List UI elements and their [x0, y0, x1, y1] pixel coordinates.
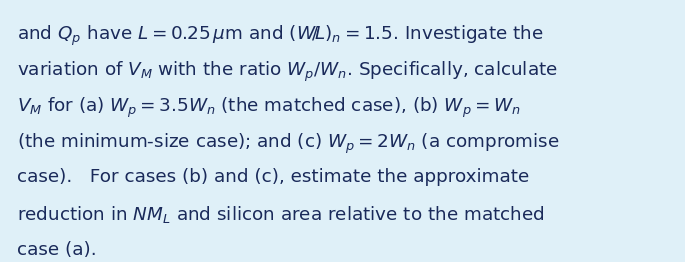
Text: $V_M$ for (a) $W_p = 3.5W_n$ (the matched case), (b) $W_p = W_n$: $V_M$ for (a) $W_p = 3.5W_n$ (the matche… [17, 96, 521, 120]
Text: (the minimum-size case); and (c) $W_p = 2W_n$ (a compromise: (the minimum-size case); and (c) $W_p = … [17, 132, 560, 156]
Text: case).   For cases (b) and (c), estimate the approximate: case). For cases (b) and (c), estimate t… [17, 168, 530, 186]
Text: variation of $V_M$ with the ratio $W_p/W_n$. Specifically, calculate: variation of $V_M$ with the ratio $W_p/W… [17, 60, 558, 84]
Text: and $Q_p$ have $L = 0.25\,\mu$m and $(W\!/\!L)_n = 1.5$. Investigate the: and $Q_p$ have $L = 0.25\,\mu$m and $(W\… [17, 24, 544, 48]
Text: case (a).: case (a). [17, 241, 97, 259]
Text: reduction in $NM_L$ and silicon area relative to the matched: reduction in $NM_L$ and silicon area rel… [17, 204, 545, 225]
